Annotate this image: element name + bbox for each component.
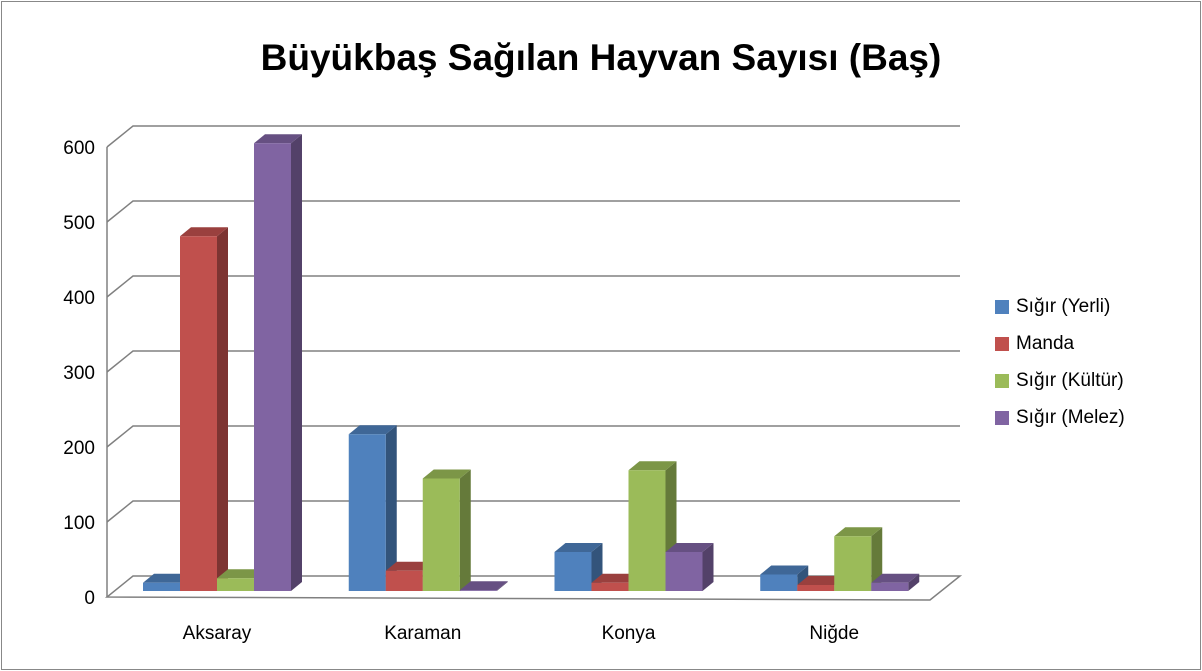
bar-side [217,227,228,591]
bar-front [591,582,629,591]
y-tick-label: 400 [63,288,95,309]
grid-line [106,125,960,148]
bar [871,573,920,591]
bar-side [908,573,920,591]
legend-label: Sığır (Yerli) [1016,296,1110,317]
bar-front [385,570,423,591]
bar-side [702,543,714,591]
x-tick-label: Konya [602,623,656,644]
y-tick-label: 300 [63,363,95,384]
bar-side [871,527,883,591]
bar [665,543,714,591]
floor [104,575,963,601]
bar-top [143,573,191,583]
bar-side [385,425,397,591]
chart-title: Büyükbaş Sağılan Hayvan Sayısı (Baş) [261,37,942,78]
bar-front [628,470,666,591]
y-tick-label: 0 [84,588,95,609]
x-tick-label: Aksaray [183,623,252,644]
legend-label: Sığır (Kültür) [1016,370,1124,391]
bar [348,425,397,591]
legend-label: Manda [1016,333,1075,354]
bar-front [180,236,217,591]
bar-side [496,581,508,591]
bar [459,581,508,591]
bar [760,565,809,591]
bar-front [871,582,909,591]
bar-side [459,469,471,591]
bar-top [180,227,228,237]
bar-top [797,576,846,585]
legend-swatch [995,411,1009,425]
bar-top [254,134,302,144]
bar [254,134,302,591]
bar-front [459,590,497,591]
bar-front [254,143,291,591]
y-tick-label: 500 [63,213,95,234]
grid-line [106,500,960,523]
bar-front [422,478,460,591]
bar-front [760,574,798,591]
bar-top [348,425,397,435]
bar-top [385,561,434,571]
bar-top [217,569,265,579]
grid-line [106,200,960,223]
legend-swatch [995,300,1009,314]
bar [180,227,228,591]
bar [834,527,883,591]
x-tick-label: Niğde [809,623,859,644]
bar-top [760,565,809,575]
bar-front [554,552,592,591]
y-tick-label: 600 [63,138,95,159]
grid-line [106,425,960,448]
y-tick-label: 200 [63,438,95,459]
bar-top [871,573,920,583]
bar-top [628,461,677,471]
bar-front [797,585,835,591]
x-tick-label: Karaman [384,623,461,644]
legend-label: Sığır (Melez) [1016,407,1125,428]
bar-top [665,543,714,552]
bar-front [834,536,872,591]
bar-top [834,527,883,537]
grid-line [106,275,960,298]
bar-top [422,469,471,479]
legend-swatch [995,337,1009,351]
bar [554,543,603,591]
bar-top [459,581,508,591]
bar-top [554,543,603,552]
bar-front [217,578,254,591]
grid-line [106,350,960,373]
legend-swatch [995,374,1009,388]
bar-side [291,134,302,591]
bar-top [591,573,640,583]
y-tick-label: 100 [63,513,95,534]
bar [422,469,471,591]
bar-front [665,552,703,591]
bar-front [143,582,180,591]
bar-front [348,434,386,591]
